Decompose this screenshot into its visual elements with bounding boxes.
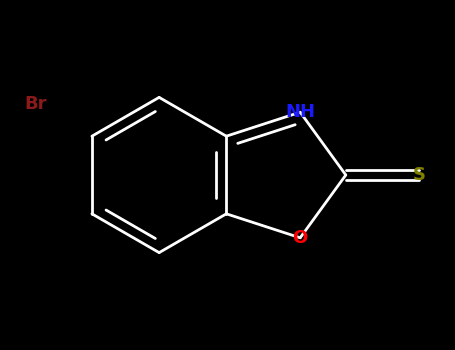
Text: O: O (293, 229, 308, 247)
Text: Br: Br (25, 95, 47, 113)
Text: S: S (413, 166, 425, 184)
Text: NH: NH (285, 103, 315, 121)
